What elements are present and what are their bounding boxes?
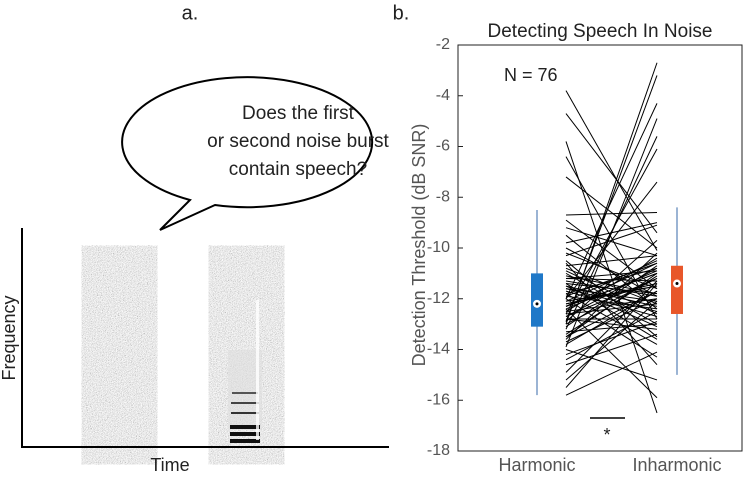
bubble-text: or second noise burst <box>207 131 389 152</box>
box <box>671 265 683 314</box>
paired-line <box>565 247 658 297</box>
paired-line <box>565 224 658 257</box>
speech-spectrogram <box>228 300 262 443</box>
y-axis-label: Detection Threshold (dB SNR) <box>409 124 429 367</box>
paired-line <box>565 255 658 267</box>
paired-line <box>565 262 658 297</box>
paired-line <box>565 278 658 325</box>
bubble-text: Does the first <box>242 103 355 124</box>
paired-line <box>565 285 658 328</box>
x-tick-label: Inharmonic <box>632 455 721 475</box>
paired-line <box>565 252 658 290</box>
paired-line <box>565 275 658 295</box>
paired-line <box>565 176 658 249</box>
panel-label: b. <box>393 2 410 24</box>
paired-line <box>565 333 658 366</box>
y-tick-label: -14 <box>427 341 450 358</box>
y-tick-label: -16 <box>427 391 450 408</box>
paired-line <box>565 267 658 305</box>
paired-line <box>565 219 658 289</box>
paired-line <box>565 303 658 315</box>
paired-line <box>565 318 658 330</box>
y-tick-label: -8 <box>436 188 450 205</box>
significance-star: * <box>603 425 610 445</box>
x-tick-label: Harmonic <box>498 455 575 475</box>
panel-label: a. <box>182 2 199 24</box>
paired-line <box>565 141 658 414</box>
median-dot <box>675 282 679 286</box>
paired-line <box>565 283 658 388</box>
paired-line <box>565 351 658 396</box>
paired-line <box>565 300 658 381</box>
paired-line <box>565 308 658 399</box>
paired-line <box>565 290 658 338</box>
paired-line <box>565 272 658 307</box>
paired-line <box>565 290 658 317</box>
paired-line <box>565 290 658 345</box>
y-tick-label: -10 <box>427 239 450 256</box>
plot-frame <box>457 44 743 452</box>
bubble-text: contain speech? <box>229 159 367 180</box>
paired-line <box>565 260 658 302</box>
y-tick-label: -6 <box>436 138 450 155</box>
speech-bubble <box>121 76 374 231</box>
paired-line <box>565 280 658 297</box>
noise-burst <box>88 264 151 446</box>
paired-line <box>565 156 658 320</box>
chart-title: Detecting Speech In Noise <box>488 21 713 42</box>
median-dot <box>535 302 539 306</box>
paired-line <box>565 90 658 251</box>
paired-line <box>565 103 658 299</box>
y-tick-label: -2 <box>436 36 450 53</box>
axis-label: Time <box>150 455 189 475</box>
y-tick-label: -12 <box>427 290 450 307</box>
paired-line <box>565 272 658 325</box>
paired-line <box>565 270 658 279</box>
paired-line <box>565 349 658 381</box>
y-tick-label: -18 <box>427 442 450 459</box>
axis-label: Frequency <box>0 295 19 380</box>
y-tick-label: -4 <box>436 87 450 104</box>
paired-line <box>565 298 658 358</box>
paired-line <box>565 227 658 257</box>
paired-line <box>565 113 658 234</box>
annotation: N = 76 <box>504 65 558 85</box>
